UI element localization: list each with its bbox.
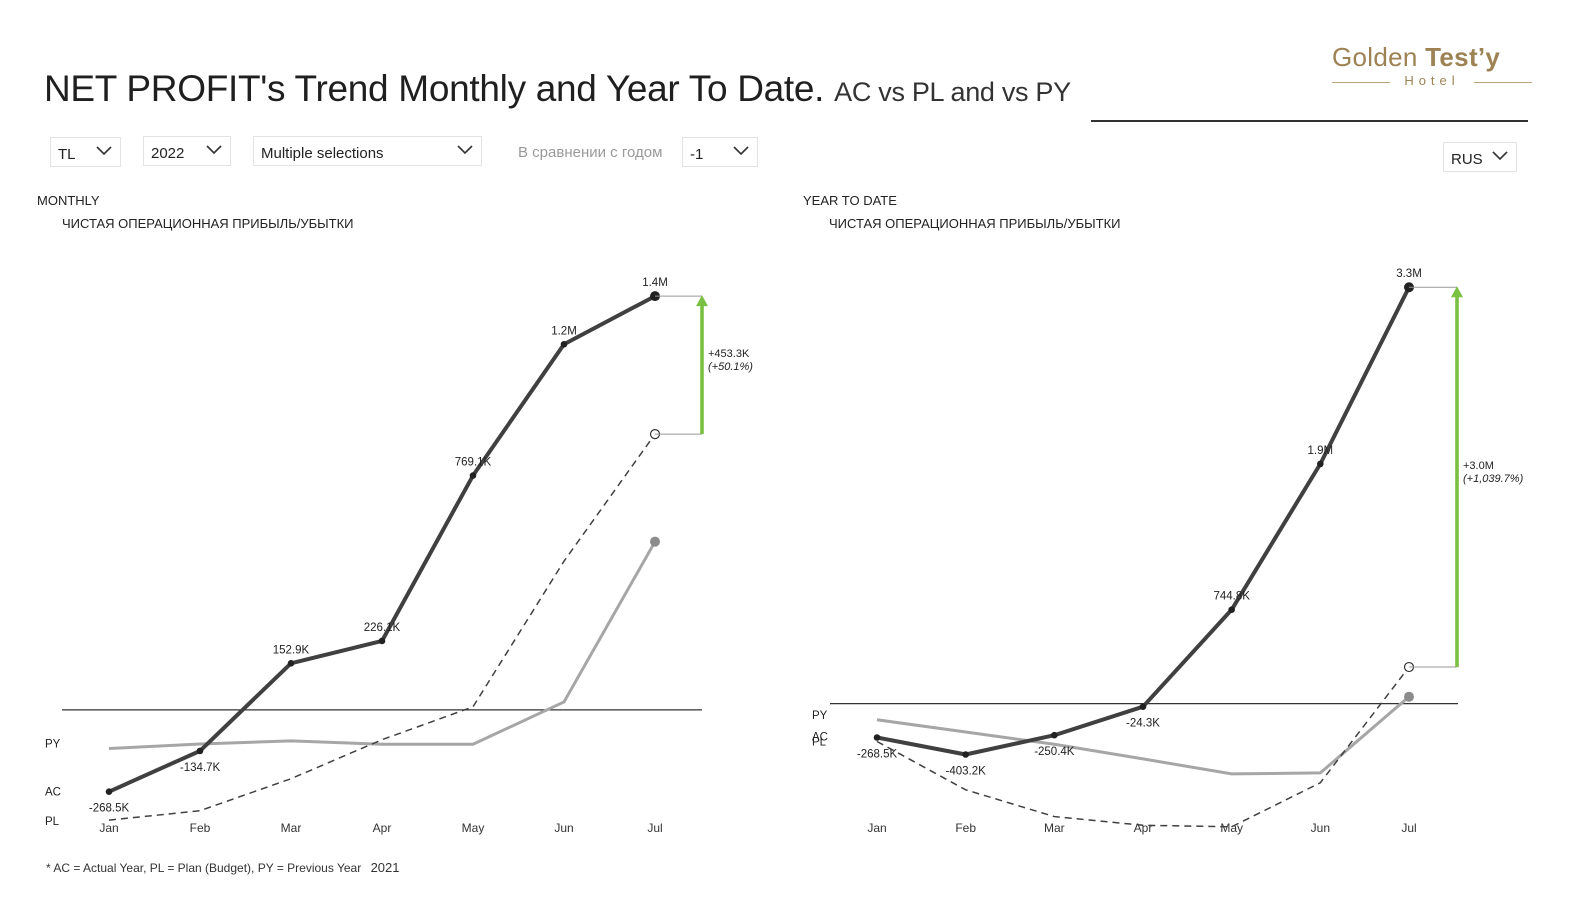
- compare-value: -1: [690, 146, 704, 163]
- ytd-variance-value: +3.0M: [1463, 460, 1494, 472]
- language-value: RUS: [1451, 151, 1483, 168]
- chevron-down-icon: [457, 145, 473, 155]
- ytd-variance-arrowhead: [1451, 286, 1463, 298]
- logo-subtitle: Hotel: [1332, 73, 1532, 88]
- logo-word-golden: Golden: [1332, 42, 1418, 72]
- monthly-tick-jan: Jan: [99, 821, 118, 835]
- monthly-name-py: PY: [45, 739, 61, 751]
- monthly-ac-label-4: 769.1K: [455, 457, 492, 469]
- monthly-tick-feb: Feb: [190, 821, 211, 835]
- monthly-tick-apr: Apr: [373, 821, 392, 835]
- page-title: NET PROFIT's Trend Monthly and Year To D…: [44, 68, 1071, 110]
- monthly-py-end-point: [650, 536, 660, 547]
- footnote-text: * AC = Actual Year, PL = Plan (Budget), …: [46, 861, 362, 875]
- selection-value: Multiple selections: [261, 145, 384, 162]
- section-ytd: YEAR TO DATE: [803, 193, 897, 208]
- monthly-name-pl: PL: [45, 816, 60, 828]
- ytd-chart: Jan Feb Mar Apr May Jun Jul -268.5K -403.2K -250.…: [812, 268, 1524, 835]
- ytd-tick-jul: Jul: [1401, 821, 1416, 835]
- monthly-ac-label-2: 152.9K: [273, 644, 310, 656]
- chart-title-ytd: ЧИСТАЯ ОПЕРАЦИОННАЯ ПРИБЫЛЬ/УБЫТКИ: [829, 216, 1121, 231]
- chevron-down-icon: [733, 146, 749, 156]
- ytd-tick-mar: Mar: [1044, 821, 1065, 835]
- ytd-variance-percent: (+1,039.7%): [1463, 473, 1524, 485]
- logo-wordmark: Golden Test’y: [1332, 42, 1532, 73]
- monthly-ac-label-0: -268.5K: [89, 803, 130, 815]
- section-monthly: MONTHLY: [37, 193, 100, 208]
- ytd-ac-point-3: [1139, 703, 1147, 710]
- ytd-ac-label-5: 1.9M: [1308, 445, 1334, 457]
- chevron-down-icon: [206, 145, 222, 155]
- monthly-tick-may: May: [462, 821, 485, 835]
- monthly-ac-point-4: [469, 472, 477, 479]
- ytd-ac-point-1: [962, 751, 969, 758]
- ytd-ac-label-6: 3.3M: [1396, 268, 1422, 280]
- monthly-name-ac: AC: [45, 787, 61, 799]
- chevron-down-icon: [96, 146, 112, 156]
- currency-dropdown[interactable]: TL: [50, 137, 121, 167]
- ytd-ac-label-2: -250.4K: [1034, 746, 1075, 758]
- monthly-ac-label-6: 1.4M: [642, 277, 668, 289]
- ytd-ac-label-0: -268.5K: [857, 749, 898, 761]
- monthly-variance-bar: [700, 304, 704, 435]
- chevron-down-icon: [1492, 151, 1508, 161]
- year-value: 2022: [151, 145, 185, 162]
- year-dropdown[interactable]: 2022: [143, 136, 231, 166]
- ytd-ac-point-5: [1317, 460, 1324, 468]
- monthly-variance-value: +453.3K: [708, 348, 750, 360]
- ytd-tick-jan: Jan: [867, 821, 886, 835]
- monthly-variance-arrowhead: [696, 295, 708, 307]
- ytd-name-pl: PL: [812, 736, 827, 748]
- monthly-series-py-line: [108, 540, 657, 751]
- ytd-ac-label-4: 744.8K: [1213, 591, 1250, 603]
- monthly-series-ac-line: [108, 294, 656, 794]
- chart-title-monthly: ЧИСТАЯ ОПЕРАЦИОННАЯ ПРИБЫЛЬ/УБЫТКИ: [62, 216, 354, 231]
- monthly-tick-jul: Jul: [647, 821, 662, 835]
- compare-year-dropdown[interactable]: -1: [682, 137, 758, 167]
- monthly-ac-label-1: -134.7K: [180, 762, 221, 774]
- monthly-tick-mar: Mar: [281, 821, 302, 835]
- title-divider: [1091, 120, 1528, 122]
- monthly-ac-label-3: 226.1K: [364, 622, 401, 634]
- ytd-tick-may: May: [1220, 821, 1243, 835]
- ytd-ac-label-3: -24.3K: [1126, 718, 1160, 730]
- ytd-tick-feb: Feb: [955, 821, 976, 835]
- ytd-variance-bar: [1455, 295, 1459, 668]
- monthly-ac-point-3: [378, 637, 386, 645]
- footnote-year: 2021: [370, 860, 400, 875]
- monthly-ac-point-0: [105, 788, 113, 795]
- selection-dropdown[interactable]: Multiple selections: [253, 136, 482, 166]
- ytd-ac-point-4: [1228, 606, 1235, 613]
- monthly-variance-percent: (+50.1%): [708, 361, 753, 373]
- logo-word-testy: Test’y: [1425, 42, 1501, 72]
- monthly-chart: Jan Feb Mar Apr May Jun Jul -268.5K -134.7K 152.9…: [45, 277, 753, 835]
- ytd-tick-jun: Jun: [1311, 821, 1330, 835]
- title-sub: AC vs PL and vs PY: [834, 77, 1071, 107]
- ytd-series-pl-line: [876, 666, 1410, 828]
- compare-label: В сравнении с годом: [518, 144, 663, 161]
- monthly-tick-jun: Jun: [554, 821, 573, 835]
- ytd-series-py-line: [876, 695, 1410, 776]
- ytd-name-py: PY: [812, 710, 828, 722]
- ytd-ac-point-0: [873, 734, 881, 741]
- hotel-logo: Golden Test’y Hotel: [1332, 42, 1532, 88]
- ytd-tick-apr: Apr: [1134, 821, 1153, 835]
- ytd-name-ac: AC: [812, 732, 828, 744]
- monthly-ac-point-1: [196, 747, 204, 755]
- monthly-ac-point-5: [560, 340, 568, 348]
- title-main: NET PROFIT's Trend Monthly and Year To D…: [44, 68, 825, 109]
- ytd-series-ac-line: [876, 286, 1411, 757]
- currency-value: TL: [58, 146, 76, 163]
- monthly-series-pl-line: [108, 433, 656, 821]
- ytd-py-end-point: [1404, 691, 1414, 702]
- footnote: * AC = Actual Year, PL = Plan (Budget), …: [46, 860, 399, 875]
- monthly-ac-point-2: [287, 659, 295, 667]
- ytd-ac-label-1: -403.2K: [946, 766, 987, 778]
- monthly-ac-label-5: 1.2M: [551, 325, 577, 337]
- language-dropdown[interactable]: RUS: [1443, 142, 1517, 172]
- ytd-ac-point-2: [1051, 731, 1058, 739]
